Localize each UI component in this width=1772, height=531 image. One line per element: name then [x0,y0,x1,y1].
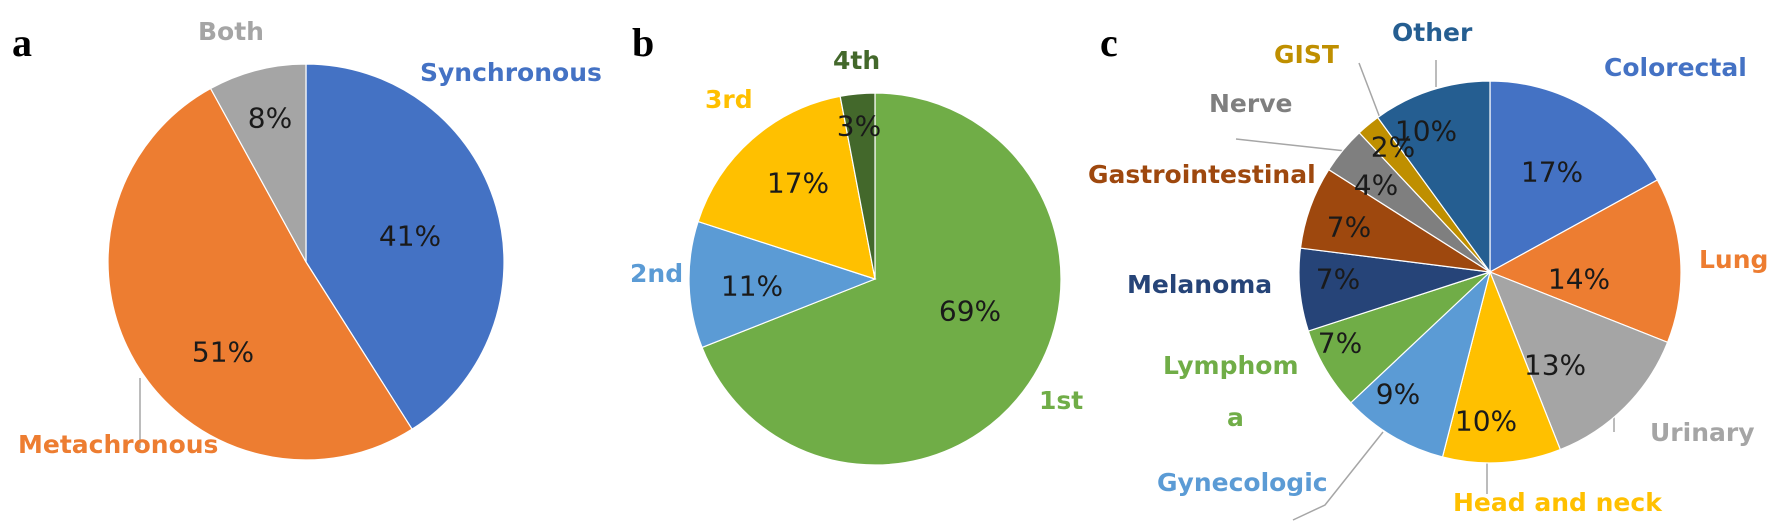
pie-slice-4th [839,92,876,280]
category-label-head-and-neck: Head and neck [1453,488,1663,517]
value-label-melanoma: 7% [1316,263,1360,296]
panel-label-a: a [12,20,32,65]
pie-chart-b: b 69% 11% 17%3% 1st 2nd 3rd 4th [630,20,1083,466]
value-label-4th: 3% [837,110,881,143]
category-label-1st: 1st [1039,386,1083,415]
category-label-gynecologic: Gynecologic [1157,468,1328,497]
value-label-both: 8% [248,102,292,135]
value-label-gynecologic: 9% [1376,378,1420,411]
leader-line [1292,431,1384,521]
category-label-nerve: Nerve [1209,89,1292,118]
pie-slice-urinary [1488,270,1669,451]
pie-slice-lung [1488,179,1682,344]
category-label-gist: GIST [1274,40,1339,69]
value-label-gastrointestinal: 7% [1327,211,1371,244]
category-label-colorectal: Colorectal [1604,53,1747,82]
category-label-melanoma: Melanoma [1127,270,1272,299]
value-label-urinary: 13% [1524,349,1586,382]
category-label-lung: Lung [1699,245,1768,274]
value-label-2nd: 11% [721,270,783,303]
pie-slice-both [209,63,307,263]
pie-slice-2nd [688,220,877,349]
pie-slice-1st [701,92,1062,466]
leader-line [1235,138,1356,153]
value-label-3rd: 17% [767,167,829,200]
panel-label-b: b [632,20,654,65]
value-label-1st: 69% [939,295,1001,328]
category-label-gastrointestinal: Gastrointestinal [1088,160,1316,189]
value-label-colorectal: 17% [1521,156,1583,189]
pie-slice-gynecologic [1349,270,1492,458]
pie-slice-3rd [697,95,876,280]
category-label-synchronous: Synchronous [420,58,602,87]
category-label-urinary: Urinary [1650,418,1755,447]
value-label-nerve: 4% [1354,169,1398,202]
pie-chart-c: c17%14%13%10%9%7%7%7%4%2%10%ColorectalLu… [1088,18,1768,521]
value-label-head-and-neck: 10% [1455,405,1517,438]
value-label-lymphom-a: 7% [1318,327,1362,360]
value-label-other: 10% [1395,115,1457,148]
value-label-metachronous: 51% [192,336,254,369]
value-label-gist: 2% [1371,131,1415,164]
pie-slice-metachronous [107,87,413,461]
leader-line [1358,62,1381,119]
category-label-both: Both [198,17,264,46]
pie-slice-colorectal [1489,80,1659,274]
pie-slice-head-and-neck [1441,270,1562,464]
value-label-synchronous: 41% [379,220,441,253]
category-label-2nd: 2nd [630,259,683,288]
value-label-lung: 14% [1548,263,1610,296]
pie-slice-synchronous [305,63,505,431]
category-label-other: Other [1392,18,1473,47]
pie-chart-a: a 41% 51% 8% Synchronous Metachronous Both [12,17,602,461]
panel-label-c: c [1100,20,1118,65]
category-label-lymphom-a: Lymphom a [1163,351,1299,432]
category-label-metachronous: Metachronous [18,430,218,459]
category-label-3rd: 3rd [705,85,753,114]
category-label-4th: 4th [833,46,880,75]
pie-slice-other [1376,80,1491,274]
